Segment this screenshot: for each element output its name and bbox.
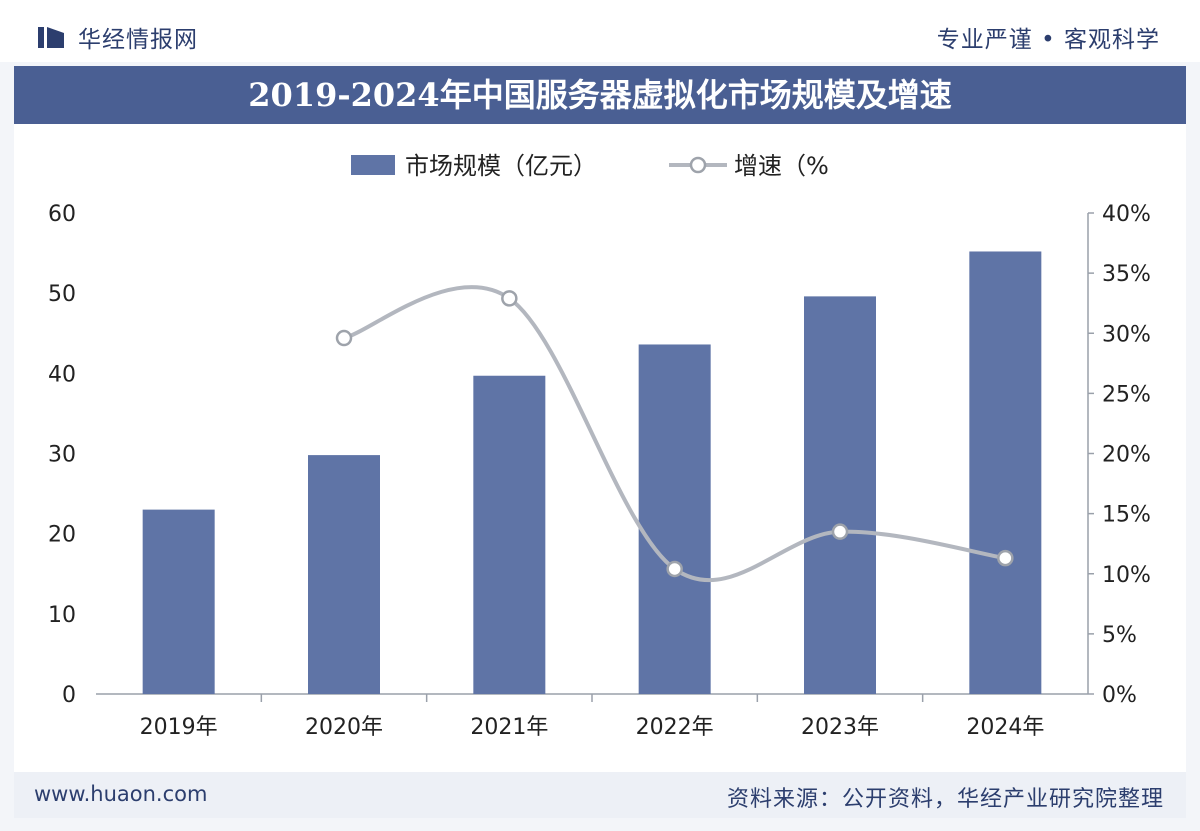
- growth-rate-point: [997, 549, 1014, 567]
- y-right-tick-label: 10%: [1102, 563, 1151, 588]
- bar-market-size: [308, 455, 380, 694]
- y-right-tick-label: 25%: [1102, 382, 1151, 407]
- x-tick-label: 2023年: [801, 715, 879, 740]
- y-left-tick-label: 50: [48, 282, 76, 307]
- growth-rate-point: [666, 560, 683, 578]
- y-right-tick-label: 15%: [1102, 503, 1151, 528]
- legend-bar-swatch: [351, 155, 395, 175]
- growth-rate-point: [335, 329, 353, 347]
- bar-market-size: [969, 251, 1042, 694]
- legend-line-label: 增速（%: [734, 152, 829, 180]
- legend-line-marker: [689, 156, 707, 174]
- x-tick-label: 2019年: [140, 715, 218, 740]
- brand-name: 华经情报网: [78, 27, 198, 53]
- y-left-tick-label: 60: [48, 202, 76, 227]
- y-right-tick-label: 0%: [1102, 683, 1137, 708]
- x-tick-label: 2022年: [636, 715, 714, 740]
- y-left-tick-label: 30: [48, 443, 76, 468]
- y-right-tick-label: 40%: [1102, 202, 1151, 227]
- legend-bar-label: 市场规模（亿元）: [405, 152, 597, 180]
- growth-rate-point: [501, 290, 518, 307]
- title-bar: 2019-2024年中国服务器虚拟化市场规模及增速: [14, 66, 1186, 124]
- header: 华经情报网 专业严谨 • 客观科学: [0, 0, 1200, 62]
- website-url: www.huaon.com: [34, 782, 208, 806]
- data-source: 资料来源：公开资料，华经产业研究院整理: [726, 787, 1164, 812]
- y-right-tick-label: 5%: [1102, 623, 1137, 648]
- chart-area: 0 10 20 30 40 50 60 0% 5% 10% 15% 20% 25% 30% 35% 40% 20…: [14, 124, 1186, 772]
- y-right-tick-label: 35%: [1102, 262, 1151, 287]
- chart-svg: 0 10 20 30 40 50 60 0% 5% 10% 15% 20% 25% 30% 35% 40% 20…: [48, 152, 1151, 740]
- y-left-tick-label: 40: [48, 362, 76, 387]
- bar-market-size: [804, 296, 876, 694]
- y-left-tick-label: 20: [48, 523, 76, 548]
- growth-rate-point: [831, 523, 849, 540]
- chart-title: 2019-2024年中国服务器虚拟化市场规模及增速: [248, 76, 952, 114]
- x-tick-label: 2020年: [305, 715, 383, 740]
- y-left-tick-label: 0: [62, 683, 76, 708]
- bar-market-size: [638, 344, 711, 694]
- x-tick-label: 2024年: [966, 715, 1044, 740]
- y-right-tick-label: 20%: [1102, 443, 1151, 468]
- growth-rate-line: [343, 285, 1006, 583]
- footer: www.huaon.com 资料来源：公开资料，华经产业研究院整理: [14, 772, 1186, 818]
- brand-logo-icon: [38, 27, 64, 48]
- bar-market-size: [142, 509, 215, 694]
- x-tick-label: 2021年: [470, 715, 548, 740]
- y-right-tick-label: 30%: [1102, 322, 1151, 347]
- y-left-tick-label: 10: [48, 603, 76, 628]
- bar-market-size: [473, 375, 546, 694]
- slogan: 专业严谨 • 客观科学: [936, 27, 1160, 53]
